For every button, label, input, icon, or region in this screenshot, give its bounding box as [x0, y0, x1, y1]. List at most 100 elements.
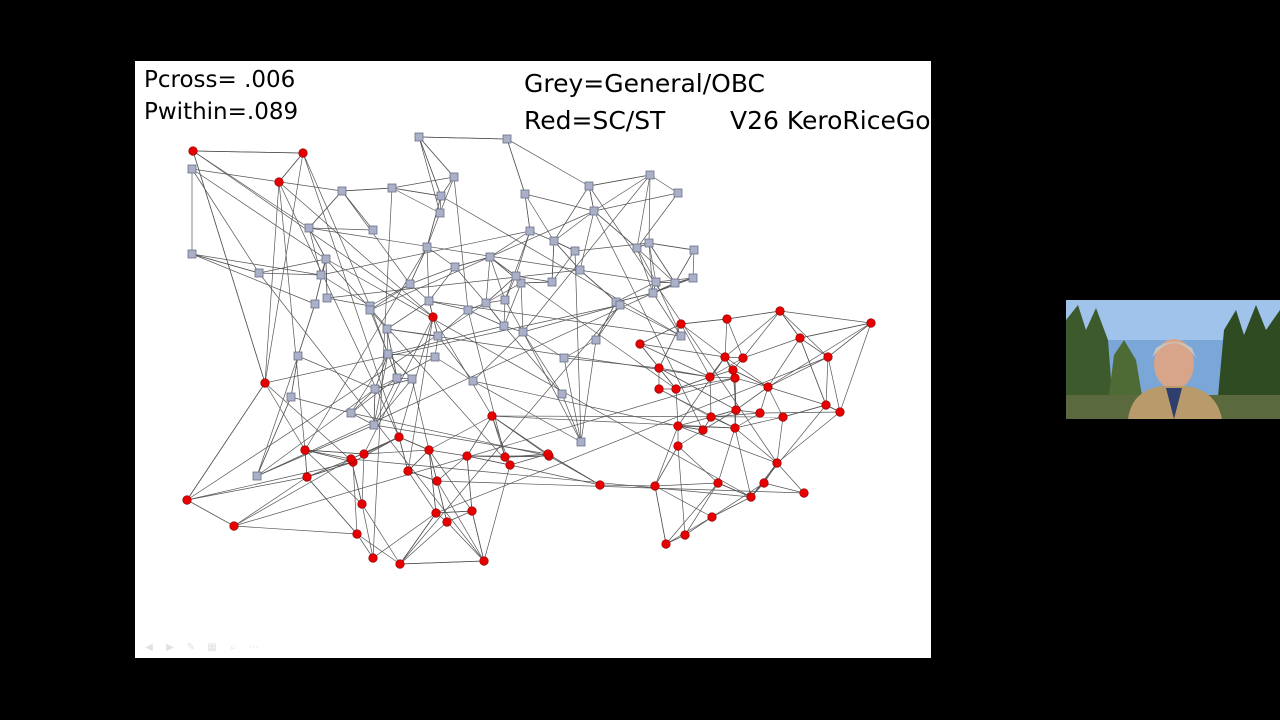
edge — [233, 525, 358, 535]
red-node — [835, 407, 845, 417]
edge — [466, 455, 473, 512]
edge — [192, 150, 304, 154]
zoom-icon[interactable]: ⌕ — [230, 642, 236, 653]
edge — [418, 136, 441, 214]
edge — [387, 325, 505, 355]
red-node — [763, 382, 773, 392]
grey-node — [499, 321, 509, 331]
edge — [369, 210, 595, 311]
edge — [258, 258, 327, 274]
edge — [767, 386, 827, 406]
edge — [278, 181, 306, 451]
presenter-webcam — [1066, 300, 1280, 419]
edge — [437, 335, 474, 382]
grey-node — [254, 268, 264, 278]
edge — [732, 369, 769, 388]
edge — [418, 136, 508, 140]
red-node — [368, 553, 378, 563]
edge — [396, 356, 436, 379]
edge — [658, 323, 682, 369]
edge — [776, 416, 784, 464]
edge — [779, 310, 872, 324]
edge — [306, 461, 354, 478]
red-node — [505, 460, 515, 470]
edge — [471, 510, 485, 562]
edge — [399, 304, 621, 565]
edge — [428, 449, 468, 457]
edge — [825, 356, 829, 406]
red-node — [759, 478, 769, 488]
edge — [192, 150, 310, 229]
edge — [428, 449, 438, 482]
edge — [726, 310, 781, 320]
edge — [373, 377, 398, 426]
edge — [724, 310, 781, 358]
red-node — [698, 425, 708, 435]
edge — [398, 436, 409, 472]
edge — [191, 168, 327, 260]
edge — [436, 480, 448, 523]
edge — [520, 282, 524, 333]
red-node — [428, 312, 438, 322]
edge — [547, 453, 601, 486]
edge — [426, 246, 430, 302]
red-node — [772, 458, 782, 468]
edge — [763, 482, 805, 494]
grey-node — [670, 278, 680, 288]
grey-node — [337, 186, 347, 196]
red-node — [543, 449, 553, 459]
edge — [472, 380, 582, 443]
edge — [439, 176, 455, 214]
edge — [665, 516, 713, 545]
pen-icon[interactable]: ✎ — [186, 642, 196, 653]
red-node — [731, 405, 741, 415]
red-node — [795, 333, 805, 343]
grey-node — [591, 335, 601, 345]
edge — [356, 533, 374, 559]
edge — [440, 195, 682, 337]
grey-node — [511, 271, 521, 281]
edge — [361, 453, 365, 505]
slides-icon[interactable]: ▦ — [207, 642, 217, 653]
edge — [320, 274, 371, 307]
edge — [734, 412, 761, 429]
edge — [636, 247, 654, 294]
edge — [654, 485, 667, 545]
edge — [436, 480, 485, 562]
edge — [454, 266, 487, 304]
edge — [522, 174, 651, 333]
red-node — [346, 454, 356, 464]
edge — [648, 242, 695, 251]
prev-icon[interactable]: ◀ — [145, 642, 153, 653]
edge — [472, 380, 679, 427]
edge — [350, 377, 398, 414]
grey-node — [187, 164, 197, 174]
edge — [636, 174, 651, 249]
red-node — [357, 499, 367, 509]
grey-node — [450, 262, 460, 272]
red-node — [298, 148, 308, 158]
edge — [709, 376, 712, 418]
red-node — [182, 495, 192, 505]
edge — [437, 309, 469, 337]
grey-node — [286, 392, 296, 402]
edge — [472, 331, 524, 382]
red-node — [730, 373, 740, 383]
grey-node — [688, 273, 698, 283]
edge — [639, 343, 711, 378]
edge — [580, 339, 597, 443]
edge — [677, 425, 778, 464]
grey-node — [549, 236, 559, 246]
grey-node — [648, 288, 658, 298]
legend-grey: Grey=General/OBC — [524, 69, 766, 98]
edge — [553, 210, 595, 242]
edge — [302, 152, 400, 438]
more-icon[interactable]: ⋯ — [249, 642, 259, 653]
edge — [356, 533, 401, 565]
edge — [734, 416, 784, 429]
next-icon[interactable]: ▶ — [166, 642, 174, 653]
edge — [504, 230, 531, 301]
edge — [233, 476, 308, 527]
edge — [304, 449, 352, 460]
red-node — [722, 314, 732, 324]
